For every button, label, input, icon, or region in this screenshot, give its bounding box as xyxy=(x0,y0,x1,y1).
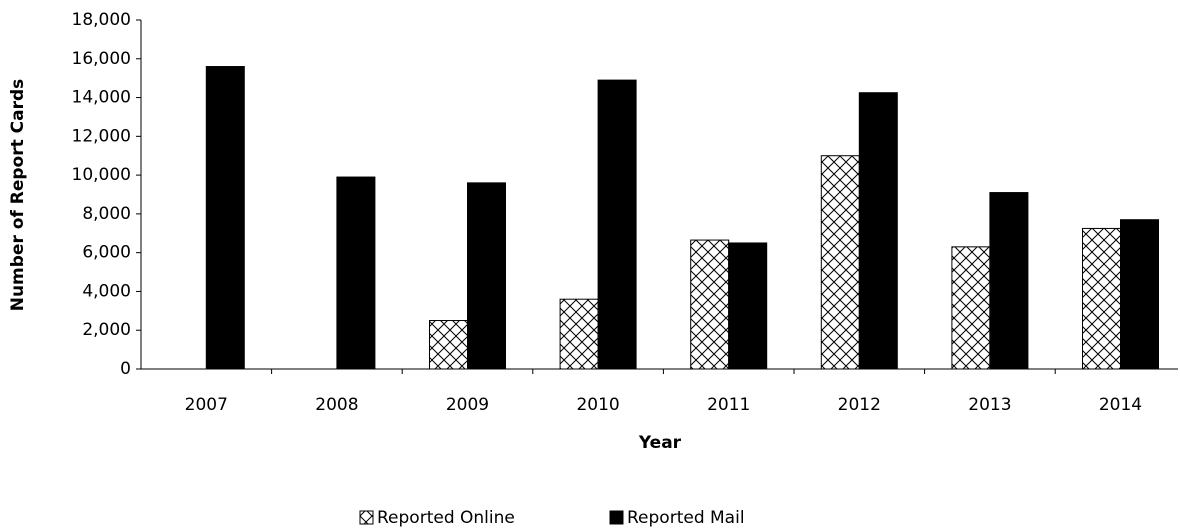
y-tick-label: 6,000 xyxy=(82,243,131,263)
x-tick-label: 2012 xyxy=(838,395,881,415)
bar xyxy=(429,320,468,370)
x-tick-label: 2011 xyxy=(707,395,750,415)
y-tick-label: 0 xyxy=(120,359,131,379)
x-tick-label: 2009 xyxy=(446,395,489,415)
y-tick-label: 2,000 xyxy=(82,320,131,340)
bar xyxy=(858,92,898,370)
y-tick-label: 4,000 xyxy=(82,281,131,301)
y-tick-label: 12,000 xyxy=(72,126,131,146)
bar xyxy=(728,242,768,370)
y-tick-label: 14,000 xyxy=(72,88,131,108)
x-tick-label: 2013 xyxy=(968,395,1011,415)
bar xyxy=(820,155,860,370)
y-axis-title: Number of Report Cards xyxy=(8,79,28,312)
bar xyxy=(690,239,730,370)
bar xyxy=(951,246,991,370)
y-tick-label: 18,000 xyxy=(72,10,131,30)
legend-swatch xyxy=(359,510,374,525)
y-tick-label: 8,000 xyxy=(82,204,131,224)
legend-swatch xyxy=(609,510,624,525)
bar xyxy=(989,192,1029,370)
x-tick-label: 2010 xyxy=(576,395,619,415)
bar xyxy=(1120,219,1159,370)
bar xyxy=(336,176,376,370)
y-tick-label: 10,000 xyxy=(72,165,131,185)
x-axis-title: Year xyxy=(638,433,682,453)
bar xyxy=(559,298,599,370)
x-tick-label: 2007 xyxy=(185,395,228,415)
legend-label: Reported Mail xyxy=(627,508,745,528)
bar xyxy=(597,79,637,370)
bar xyxy=(467,182,506,370)
bar xyxy=(205,66,245,370)
x-tick-label: 2008 xyxy=(315,395,358,415)
x-tick-label: 2014 xyxy=(1099,395,1142,415)
y-tick-label: 16,000 xyxy=(72,49,131,69)
legend-label: Reported Online xyxy=(377,508,515,528)
bar xyxy=(1082,227,1121,370)
